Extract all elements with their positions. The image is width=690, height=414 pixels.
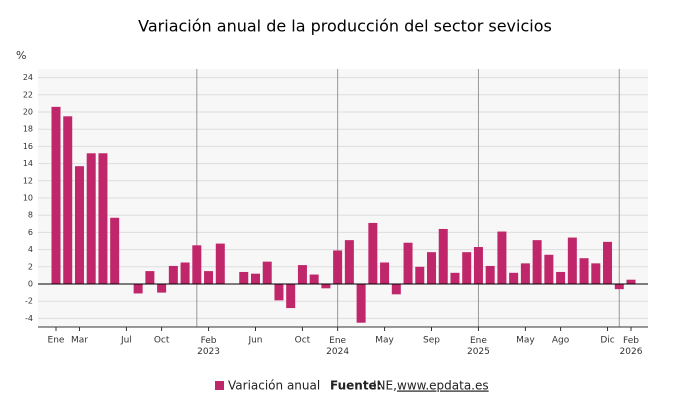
x-tick-label: Mar <box>71 336 88 346</box>
y-tick-label: -2 <box>25 297 33 306</box>
x-tick-label: Oct <box>154 336 170 346</box>
bar <box>133 284 143 294</box>
y-tick-label: 18 <box>23 125 33 134</box>
bar <box>239 271 249 284</box>
bar <box>556 271 566 284</box>
source-prefix: Fuente: <box>330 379 382 393</box>
bar <box>473 247 483 284</box>
bar <box>427 252 437 284</box>
bar <box>157 284 167 293</box>
y-tick-label: 4 <box>28 245 33 254</box>
bar <box>415 266 425 284</box>
bar <box>603 241 613 284</box>
bar <box>333 250 343 284</box>
bar <box>485 265 495 284</box>
bar <box>532 240 542 284</box>
bar <box>403 242 413 284</box>
y-tick-label: 22 <box>23 90 33 99</box>
x-tick-label: Ago <box>552 336 570 346</box>
legend-swatch <box>215 381 224 390</box>
bar <box>509 272 519 284</box>
y-tick-label: 6 <box>28 228 33 237</box>
bar <box>497 231 507 284</box>
bar <box>180 262 190 284</box>
bar <box>356 284 366 323</box>
y-tick-label: 2 <box>28 262 33 271</box>
bar <box>297 265 307 284</box>
bar <box>380 262 390 284</box>
bar <box>74 166 84 284</box>
bar <box>462 252 472 284</box>
bar <box>286 284 296 309</box>
bar <box>215 243 225 284</box>
bar <box>145 271 155 284</box>
bar <box>626 279 636 284</box>
x-tick-label: Feb 2023 <box>197 336 220 357</box>
bar <box>110 217 120 284</box>
bar <box>450 272 460 284</box>
bar <box>168 265 178 284</box>
x-tick-label: May <box>375 336 394 346</box>
bar <box>192 245 202 284</box>
bar <box>567 237 577 284</box>
x-tick-label: Sep <box>423 336 440 346</box>
x-tick-label: May <box>516 336 535 346</box>
y-tick-label: 12 <box>23 176 33 185</box>
bar <box>86 153 96 284</box>
x-tick-label: Oct <box>295 336 311 346</box>
x-tick-label: Ene 2024 <box>326 336 349 357</box>
y-tick-label: 20 <box>23 108 33 117</box>
y-tick-label: -4 <box>25 314 33 323</box>
legend-label: Variación anual <box>228 379 320 393</box>
y-tick-label: 0 <box>28 280 33 289</box>
source-name: INE, <box>373 379 397 393</box>
bar <box>544 254 554 284</box>
bar <box>250 273 260 284</box>
y-tick-label: 8 <box>28 211 33 220</box>
chart-title: Variación anual de la producción del sec… <box>138 17 552 36</box>
y-axis-label: % <box>16 49 26 62</box>
x-tick-label: Feb 2026 <box>620 336 643 357</box>
bar <box>63 116 73 284</box>
x-tick-label: Ene 2025 <box>467 336 490 357</box>
bar <box>344 240 354 284</box>
x-tick-label: Dic <box>600 336 614 346</box>
x-tick-label: Ene <box>48 336 65 346</box>
y-tick-label: 24 <box>23 73 33 82</box>
bar <box>614 284 624 290</box>
bar <box>579 258 589 284</box>
bar <box>98 153 108 284</box>
bar <box>591 263 601 284</box>
source-link[interactable]: www.epdata.es <box>397 379 489 393</box>
bar <box>309 274 319 284</box>
bar <box>274 284 284 301</box>
y-tick-label: 16 <box>23 142 33 151</box>
bar <box>368 222 378 284</box>
x-tick-label: Jul <box>120 336 132 346</box>
bar <box>391 284 401 295</box>
y-tick-label: 14 <box>23 159 33 168</box>
x-tick-label: Jun <box>247 336 262 346</box>
bar <box>520 263 530 284</box>
bar <box>204 271 214 284</box>
bar <box>262 261 272 284</box>
y-tick-label: 10 <box>23 194 33 203</box>
bar <box>438 228 448 284</box>
bar <box>51 106 61 284</box>
bar <box>321 284 331 289</box>
